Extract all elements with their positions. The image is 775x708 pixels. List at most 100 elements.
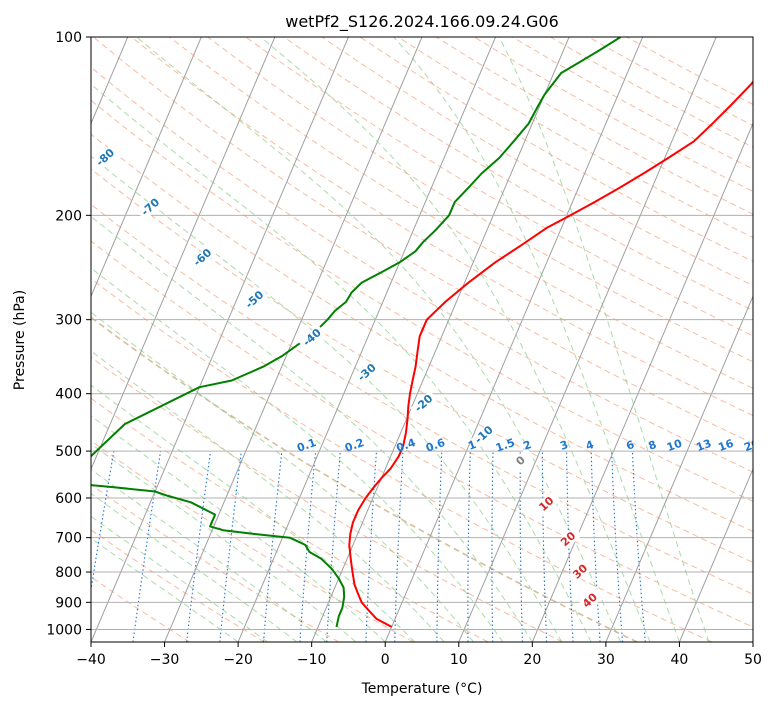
- x-tick-label: 10: [450, 652, 468, 668]
- y-tick-label: 100: [55, 30, 82, 46]
- y-tick-label: 1000: [46, 622, 82, 638]
- mixing-ratio-label: 3: [558, 438, 570, 453]
- dry-adiabat: [550, 37, 753, 148]
- mixing-ratio-label: 1.5: [494, 436, 517, 455]
- moist-adiabat: [91, 155, 563, 642]
- isotherm-line: [311, 37, 570, 642]
- mixing-ratio-line: [219, 451, 242, 642]
- mixing-ratio-line: [299, 451, 317, 642]
- isotherm-line: [678, 467, 753, 642]
- dry-adiabat: [283, 37, 753, 312]
- dry-adiabat: [91, 483, 340, 642]
- isotherm-line: [605, 295, 753, 642]
- dry-adiabat: [512, 37, 753, 170]
- y-tick-label: 500: [55, 444, 82, 460]
- y-tick-label: 200: [55, 208, 82, 224]
- moist-adiabat: [260, 37, 651, 642]
- annotation-labels: -100-90-80-70-60-50-40-30-20-1000.1 0.2 0.…: [0, 53, 761, 615]
- mixing-ratio-label: 13: [694, 437, 713, 454]
- mixing-ratio-line: [186, 451, 212, 642]
- mixing-ratio-label: 2: [522, 438, 534, 453]
- dry-adiabat: [91, 576, 190, 642]
- x-tick-label: −10: [297, 652, 327, 668]
- mixing-ratio-label: 20: [742, 437, 761, 455]
- dry-adiabat: [359, 37, 753, 263]
- x-tick-label: 40: [671, 652, 689, 668]
- dry-adiabat: [435, 37, 753, 215]
- mixing-ratio-line: [491, 451, 494, 642]
- isotherm-line: [164, 37, 423, 642]
- series-lines: [91, 37, 753, 628]
- y-tick-label: 600: [55, 491, 82, 507]
- dry-adiabat: [92, 37, 753, 445]
- isotherm-line: [752, 640, 753, 642]
- isotherm-line: [384, 37, 644, 642]
- y-tick-label: 800: [55, 565, 82, 581]
- dry-adiabat: [91, 240, 753, 628]
- x-tick-label: 20: [523, 652, 541, 668]
- label-backdrop: [43, 95, 70, 121]
- y-tick-label: 300: [55, 313, 82, 329]
- isotherm-line: [237, 37, 497, 642]
- x-tick-label: −30: [150, 652, 180, 668]
- label-backdrop: [576, 587, 604, 615]
- dry-adiabat: [588, 37, 753, 127]
- moist-adiabat: [393, 37, 680, 642]
- moist-adiabat: [91, 515, 268, 642]
- label-backdrop: [353, 359, 381, 387]
- isotherm-line: [458, 37, 717, 642]
- label-backdrop: [470, 422, 498, 449]
- x-tick-label: −40: [76, 652, 106, 668]
- mixing-ratio-line: [436, 451, 443, 642]
- dry-adiabat: [91, 397, 489, 642]
- x-tick-label: 30: [597, 652, 615, 668]
- dry-adiabat: [91, 99, 753, 502]
- moist-adiabat: [91, 350, 445, 642]
- label-backdrop: [92, 144, 120, 172]
- dewpoint-line: [91, 37, 622, 628]
- isotherm-line: [91, 37, 202, 298]
- dry-adiabat: [207, 37, 753, 363]
- isotherm-line: [91, 37, 276, 471]
- y-axis: 100 200 300 400 500 600 700 800 900 1000: [46, 30, 91, 638]
- moist-adiabat: [91, 443, 357, 642]
- mixing-ratio-line: [590, 451, 601, 642]
- dry-adiabat: [91, 316, 638, 642]
- mixing-ratio-label: 8: [647, 438, 659, 453]
- moist-adiabats: [91, 37, 710, 642]
- label-backdrop: [0, 53, 15, 79]
- dry-adiabat: [91, 440, 414, 642]
- mixing-ratio-label: 0.2: [343, 436, 366, 455]
- moist-adiabat: [498, 37, 710, 642]
- label-backdrop: [189, 244, 217, 272]
- temperature-line: [348, 80, 753, 628]
- dry-adiabat: [91, 529, 265, 642]
- mixing-ratio-label: 16: [717, 437, 736, 455]
- dry-adiabat: [131, 37, 753, 417]
- x-axis: −40 −30 −20 −10 0 10 20 30 40 50: [76, 642, 762, 668]
- y-tick-label: 400: [55, 387, 82, 403]
- mixing-ratio-label: 0.6: [424, 436, 447, 455]
- dry-adiabat: [91, 356, 563, 642]
- moist-adiabat: [91, 384, 415, 642]
- chart-title: wetPf2_S126.2024.166.09.24.G06: [285, 12, 559, 32]
- mixing-ratio-label: 6: [625, 438, 637, 453]
- dry-adiabat: [91, 278, 713, 642]
- label-backdrop: [554, 526, 583, 553]
- isobars: [91, 37, 753, 630]
- isotherm-line: [91, 37, 349, 642]
- dry-adiabat: [169, 37, 753, 389]
- isotherms: [91, 37, 753, 642]
- mixing-ratio-label: 0.1: [295, 436, 318, 455]
- label-backdrop: [533, 491, 561, 518]
- mixing-ratio-label: 4: [584, 438, 596, 453]
- x-tick-label: 0: [381, 652, 390, 668]
- label-backdrop: [566, 558, 595, 586]
- y-axis-title: Pressure (hPa): [12, 290, 28, 390]
- mixing-ratio-label: 1: [466, 438, 478, 453]
- mixing-ratio-line: [262, 451, 283, 642]
- label-backdrop: [507, 448, 535, 475]
- dry-adiabat: [245, 37, 753, 337]
